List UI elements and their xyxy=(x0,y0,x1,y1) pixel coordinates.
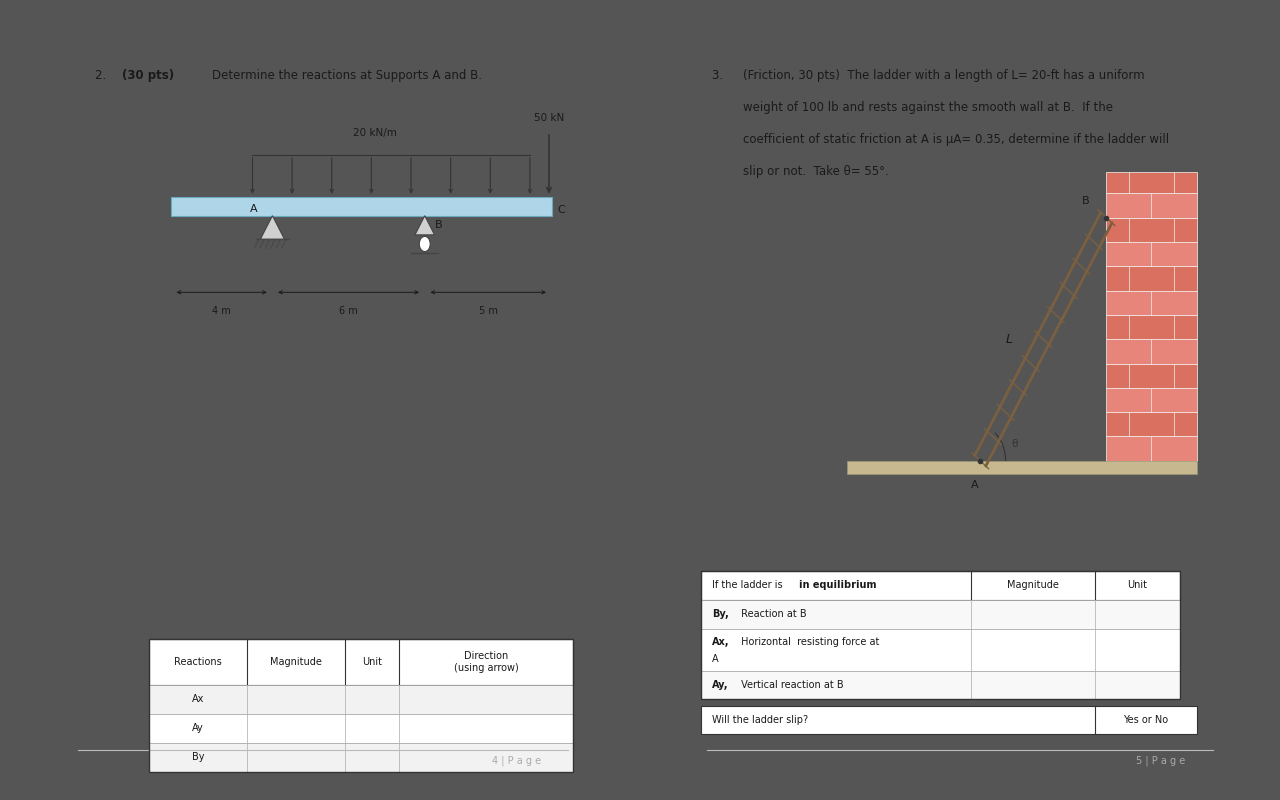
Text: Ay,: Ay, xyxy=(712,680,728,690)
Bar xyxy=(701,629,1180,670)
Text: θ: θ xyxy=(1011,439,1018,449)
Bar xyxy=(701,571,1180,600)
Text: coefficient of static friction at A is μA= 0.35, determine if the ladder will: coefficient of static friction at A is μ… xyxy=(744,134,1170,146)
Bar xyxy=(1106,242,1197,266)
Bar xyxy=(1106,388,1197,412)
Text: in equilibrium: in equilibrium xyxy=(800,581,877,590)
Text: (Friction, 30 pts)  The ladder with a length of L= 20-ft has a uniform: (Friction, 30 pts) The ladder with a len… xyxy=(744,70,1144,82)
Text: Magnitude: Magnitude xyxy=(270,658,323,667)
Text: Ax,: Ax, xyxy=(712,637,730,647)
Text: By,: By, xyxy=(712,610,728,619)
Bar xyxy=(1106,363,1197,388)
Text: Horizontal  resisting force at: Horizontal resisting force at xyxy=(737,637,879,647)
Text: weight of 100 lb and rests against the smooth wall at B.  If the: weight of 100 lb and rests against the s… xyxy=(744,102,1114,114)
Circle shape xyxy=(420,236,430,251)
Text: L: L xyxy=(1006,333,1012,346)
Bar xyxy=(1106,172,1197,194)
Text: 5 m: 5 m xyxy=(479,306,498,316)
Text: A: A xyxy=(250,204,257,214)
Text: 4 m: 4 m xyxy=(212,306,230,316)
Text: C: C xyxy=(557,205,564,215)
Text: Magnitude: Magnitude xyxy=(1007,581,1059,590)
Text: If the ladder is: If the ladder is xyxy=(712,581,786,590)
Bar xyxy=(148,685,573,714)
Bar xyxy=(701,706,1197,734)
Text: (30 pts): (30 pts) xyxy=(122,70,174,82)
Text: Reaction at B: Reaction at B xyxy=(737,610,806,619)
Text: 4 | P a g e: 4 | P a g e xyxy=(492,756,540,766)
Text: Vertical reaction at B: Vertical reaction at B xyxy=(737,680,844,690)
Text: Direction
(using arrow): Direction (using arrow) xyxy=(454,651,518,673)
Text: 5 | P a g e: 5 | P a g e xyxy=(1137,756,1185,766)
Bar xyxy=(701,571,1180,699)
Text: 2.: 2. xyxy=(95,70,114,82)
Text: Unit: Unit xyxy=(362,658,383,667)
Bar xyxy=(1106,194,1197,218)
Text: A: A xyxy=(712,654,719,664)
Bar xyxy=(148,714,573,742)
Bar xyxy=(1106,437,1197,461)
Bar xyxy=(1106,266,1197,290)
Text: B: B xyxy=(434,219,442,230)
Bar xyxy=(1106,315,1197,339)
Polygon shape xyxy=(260,216,284,239)
Bar xyxy=(1106,218,1197,242)
Text: Reactions: Reactions xyxy=(174,658,221,667)
Bar xyxy=(148,639,573,685)
Text: 20 kN/m: 20 kN/m xyxy=(353,128,397,138)
Text: Yes or No: Yes or No xyxy=(1124,715,1169,725)
Text: Determine the reactions at Supports A and B.: Determine the reactions at Supports A an… xyxy=(211,70,481,82)
Bar xyxy=(847,461,1197,474)
Bar xyxy=(701,670,1180,699)
Bar xyxy=(1106,290,1197,315)
Bar xyxy=(701,600,1180,629)
Text: slip or not.  Take θ= 55°.: slip or not. Take θ= 55°. xyxy=(744,165,888,178)
Text: 3.: 3. xyxy=(712,70,731,82)
Text: Unit: Unit xyxy=(1128,581,1147,590)
Bar xyxy=(148,639,573,772)
Bar xyxy=(1106,339,1197,363)
Bar xyxy=(172,197,552,216)
Text: Ax: Ax xyxy=(192,694,205,705)
Text: Will the ladder slip?: Will the ladder slip? xyxy=(712,715,808,725)
Polygon shape xyxy=(415,216,434,235)
Text: A: A xyxy=(970,480,978,490)
Text: 50 kN: 50 kN xyxy=(534,113,564,123)
Text: 6 m: 6 m xyxy=(339,306,358,316)
Text: By: By xyxy=(192,752,205,762)
Text: Ay: Ay xyxy=(192,723,204,734)
Bar xyxy=(1106,412,1197,437)
Bar xyxy=(148,742,573,772)
Text: B: B xyxy=(1082,196,1089,206)
